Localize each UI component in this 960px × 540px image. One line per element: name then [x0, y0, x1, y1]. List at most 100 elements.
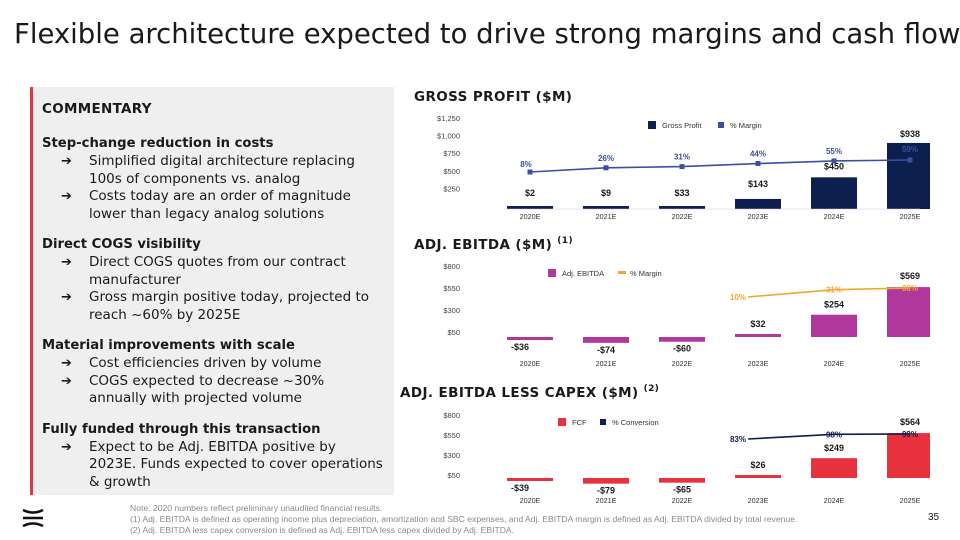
legend-swatch-bars [648, 121, 656, 129]
bar [583, 206, 629, 209]
bar [507, 206, 553, 209]
commentary-panel: COMMENTARY Step-change reduction in cost… [30, 87, 394, 495]
x-tick-label: 2024E [824, 359, 845, 368]
bullet-text: Costs today are an order of magnitude lo… [89, 188, 351, 222]
arrow-icon: ➔ [61, 439, 72, 455]
bar [811, 458, 857, 478]
bar [887, 433, 930, 478]
line-value-label: 8% [520, 160, 532, 169]
bar-value-label: -$36 [511, 342, 529, 352]
x-tick-label: 2020E [520, 359, 541, 368]
adj-ebitda-chart: $800 $550 $300 $50 Adj. EBITDA % Margin -$36 20… [443, 262, 930, 368]
legend-label: Gross Profit [662, 121, 703, 130]
bar-value-label: $2 [525, 188, 535, 198]
x-tick-label: 2020E [520, 212, 541, 221]
x-tick-label: 2022E [672, 359, 693, 368]
line-value-label: 44% [750, 150, 766, 159]
chart-title-adj-ebitda: ADJ. EBITDA ($M) (1) [414, 236, 573, 253]
x-tick-label: 2022E [672, 496, 693, 505]
bar-value-label: $249 [824, 443, 844, 453]
section-heading: Direct COGS visibility [42, 237, 201, 252]
y-tick-label: $50 [447, 471, 460, 480]
section-heading: Fully funded through this transaction [42, 421, 321, 437]
commentary-sections: Step-change reduction in costs ➔ Simplifie… [42, 135, 384, 491]
bullet-item: ➔ Direct COGS quotes from our contract ma… [42, 254, 384, 289]
legend-label: % Margin [630, 269, 662, 278]
bar [735, 475, 781, 478]
bar-value-label: $32 [750, 319, 765, 329]
page-title: Flexible architecture expected to drive … [14, 18, 960, 50]
commentary-title: COMMENTARY [42, 101, 152, 117]
arrow-icon: ➔ [61, 255, 72, 270]
bar [811, 314, 857, 337]
bar [887, 287, 930, 337]
bar-value-label: $450 [824, 161, 844, 171]
line-value-label: 31% [674, 153, 690, 162]
line-marker [831, 158, 837, 164]
bar [583, 337, 629, 343]
bar [735, 334, 781, 337]
bar [735, 198, 781, 209]
bar-value-label: -$74 [597, 345, 615, 355]
x-tick-label: 2021E [596, 496, 617, 505]
bar-value-label: -$60 [673, 344, 691, 354]
x-tick-label: 2023E [748, 212, 769, 221]
commentary-section: Material improvements with scale ➔ Cost ef… [42, 337, 384, 408]
line-value-label: 26% [598, 154, 614, 163]
arrow-icon: ➔ [61, 189, 72, 204]
x-tick-label: 2021E [596, 359, 617, 368]
line-value-label: 99% [902, 430, 918, 439]
x-tick-label: 2020E [520, 496, 541, 505]
bar [887, 142, 930, 209]
line-marker [755, 161, 761, 167]
line-value-label: 83% [730, 435, 746, 444]
legend-swatch-line [618, 271, 626, 274]
x-tick-label: 2023E [748, 359, 769, 368]
x-tick-label: 2025E [900, 212, 921, 221]
bullet-item: ➔ COGS expected to decrease ~30% annually… [42, 373, 384, 408]
bar [507, 337, 553, 340]
x-tick-label: 2024E [824, 496, 845, 505]
legend-swatch-line [600, 419, 606, 425]
bar-value-label: $33 [674, 188, 689, 198]
bar [583, 478, 629, 484]
bullet-text: Expect to be Adj. EBITDA positive by 202… [89, 438, 383, 490]
line-marker [907, 157, 913, 163]
footnote-1: (1) Adj. EBITDA is defined as operating … [130, 514, 798, 524]
legend-swatch-line [718, 122, 724, 128]
adj-ebitda-less-capex-chart: $800 $550 $300 $50 FCF % Conversion -$39 2020E -… [443, 411, 930, 505]
line-value-label: 31% [826, 286, 842, 295]
y-tick-label: $800 [443, 262, 460, 271]
bullet-text: Direct COGS quotes from our contract man… [89, 254, 346, 288]
legend-label: Adj. EBITDA [562, 269, 604, 278]
series-line [529, 159, 911, 173]
x-tick-label: 2023E [748, 496, 769, 505]
legend-label: % Conversion [612, 418, 659, 427]
bullet-item: ➔ Costs today are an order of magnitude l… [42, 188, 384, 223]
line-value-label: 98% [826, 430, 842, 439]
commentary-section: Step-change reduction in costs ➔ Simplifie… [42, 135, 384, 223]
bullet-text: COGS expected to decrease ~30% annually … [89, 372, 325, 407]
arrow-icon: ➔ [61, 373, 72, 389]
bullet-item: ➔ Expect to be Adj. EBITDA positive by 20… [42, 439, 384, 492]
bar-value-label: $9 [601, 188, 611, 198]
line-value-label: 36% [902, 284, 918, 293]
chart-title-gross-profit: GROSS PROFIT ($M) [414, 89, 573, 105]
line-marker [603, 165, 609, 171]
footnote-note: Note: 2020 numbers reflect preliminary u… [130, 503, 383, 513]
page-number: 35 [928, 512, 940, 523]
x-tick-label: 2022E [672, 212, 693, 221]
bar-value-label: $938 [900, 129, 920, 139]
chart-title-adj-ebitda-less-capex: ADJ. EBITDA LESS CAPEX ($M) (2) [400, 384, 660, 401]
y-tick-label: $550 [443, 284, 460, 293]
company-logo [22, 508, 44, 532]
bar-value-label: $564 [900, 417, 920, 427]
bar [507, 478, 553, 481]
legend-label: % Margin [730, 121, 762, 130]
y-tick-label: $1,000 [437, 132, 460, 141]
footnotes: Note: 2020 numbers reflect preliminary u… [130, 503, 797, 536]
y-tick-label: $1,250 [437, 114, 460, 123]
bullet-text: Gross margin positive today, projected t… [89, 289, 370, 323]
line-value-label: 10% [730, 293, 746, 302]
section-heading: Material improvements with scale [42, 338, 295, 353]
